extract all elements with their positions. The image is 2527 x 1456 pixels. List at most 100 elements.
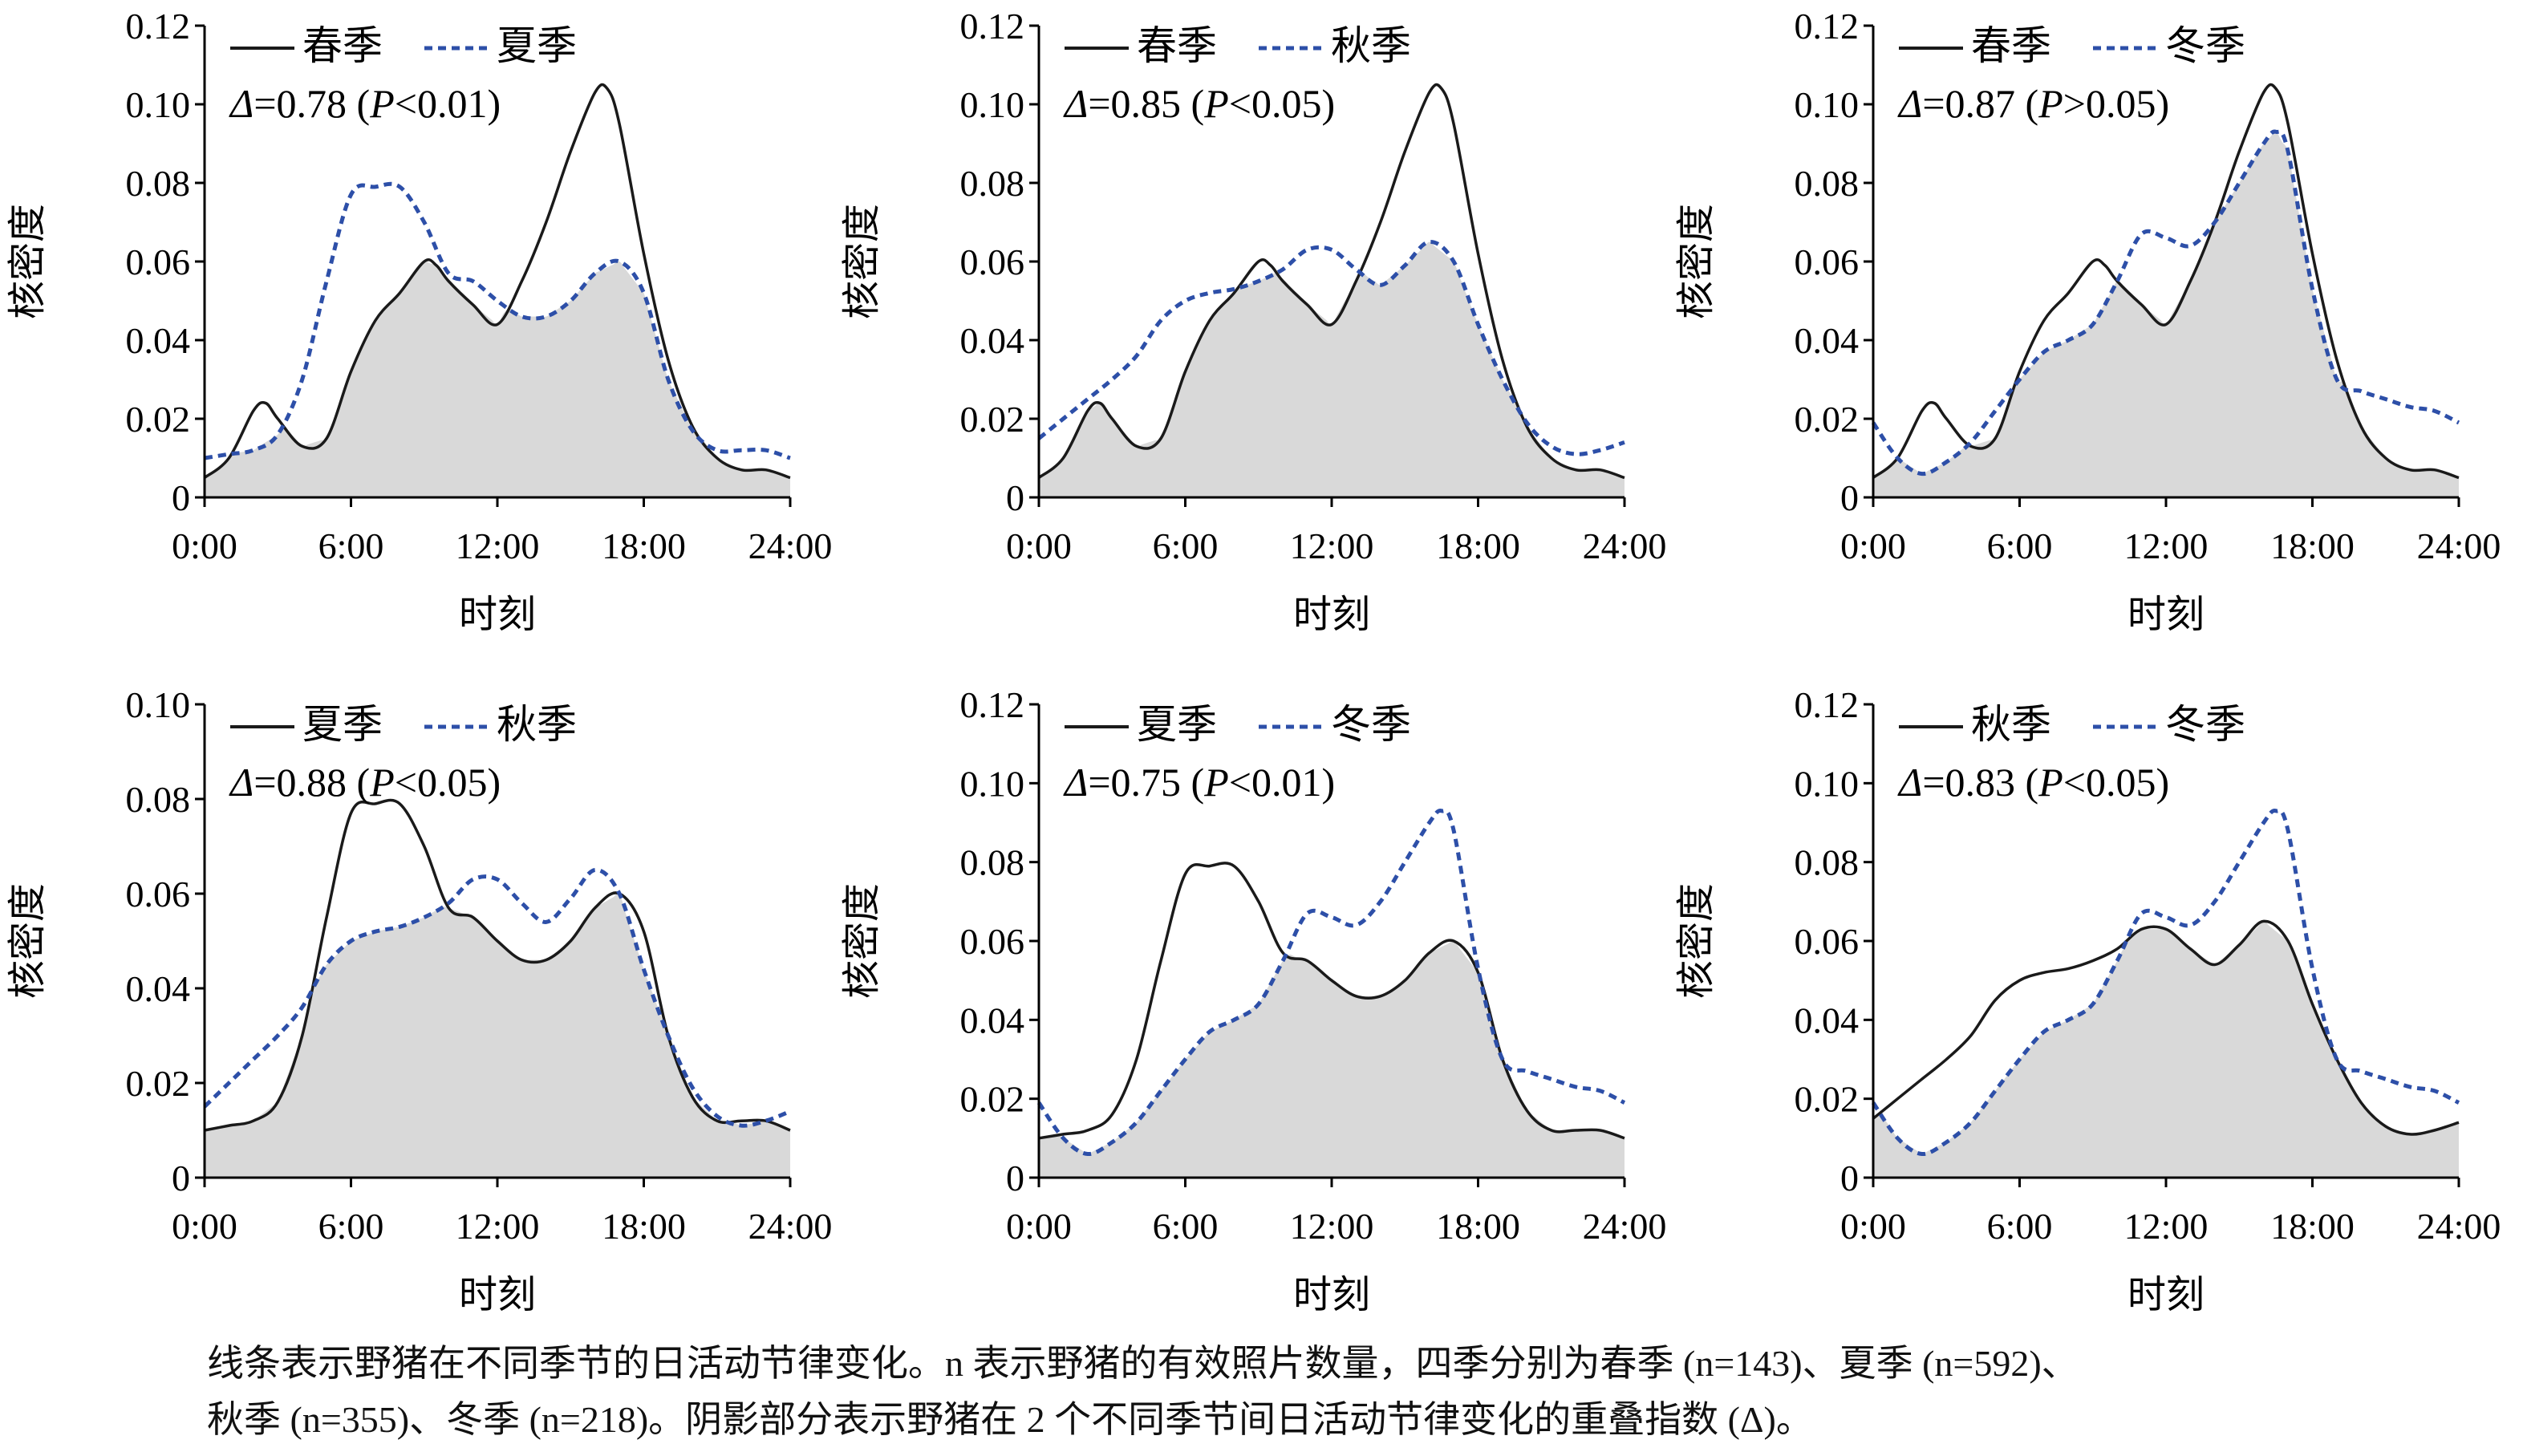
legend-label-1: 秋季	[1971, 702, 2051, 747]
x-tick-label: 12:00	[456, 1206, 540, 1247]
y-tick-label: 0.06	[126, 241, 191, 282]
y-tick-label: 0.04	[126, 968, 191, 1009]
y-axis-title: 核密度	[841, 204, 883, 319]
y-tick-label: 0.10	[960, 84, 1025, 125]
overlap-index-annotation: Δ=0.85 (P<0.05)	[1063, 81, 1335, 126]
x-tick-label: 24:00	[1583, 525, 1667, 566]
y-tick-label: 0.04	[960, 1000, 1025, 1040]
legend-label-1: 夏季	[1137, 702, 1217, 747]
chart-panel-2: 0 0.02 0.04 0.06 0.08 0.10 0.12 0:00 6:00 12:00 18…	[841, 6, 1666, 636]
y-tick-label: 0.12	[1795, 6, 1860, 47]
overlap-area	[1039, 241, 1624, 497]
y-axis-title: 核密度	[6, 204, 49, 319]
y-tick-label: 0.08	[1795, 163, 1860, 204]
chart-panel-3: 0 0.02 0.04 0.06 0.08 0.10 0.12 0:00 6:00 12:00 18…	[1675, 6, 2501, 636]
y-tick-label: 0.10	[126, 684, 191, 725]
y-tick-label: 0.02	[960, 1079, 1025, 1120]
y-axis-title: 核密度	[841, 883, 883, 999]
series-line-2	[1036, 809, 1626, 1157]
x-tick-label: 12:00	[456, 525, 540, 566]
x-tick-label: 6:00	[318, 1206, 384, 1247]
x-tick-label: 18:00	[2270, 1206, 2355, 1247]
x-tick-label: 6:00	[1153, 1206, 1219, 1247]
x-axis-title: 时刻	[1293, 594, 1370, 636]
chart-panel-5: 0 0.02 0.04 0.06 0.08 0.10 0.12 0:00 6:00 12:00 18…	[841, 684, 1666, 1316]
y-tick-label: 0.02	[126, 399, 191, 440]
x-tick-label: 6:00	[1153, 525, 1219, 566]
x-tick-label: 18:00	[1436, 525, 1520, 566]
x-tick-label: 18:00	[602, 1206, 686, 1247]
legend-label-2: 秋季	[497, 702, 577, 747]
figure-caption: 线条表示野猪在不同季节的日活动节律变化。n 表示野猪的有效照片数量，四季分别为春…	[207, 1336, 2501, 1448]
x-tick-label: 18:00	[602, 525, 686, 566]
x-tick-label: 12:00	[1290, 525, 1374, 566]
y-tick-label: 0.06	[960, 921, 1025, 962]
x-tick-label: 0:00	[1840, 525, 1906, 566]
x-tick-label: 0:00	[1840, 1206, 1906, 1247]
y-tick-label: 0.02	[126, 1063, 191, 1104]
y-tick-label: 0.04	[126, 320, 191, 361]
y-tick-label: 0.12	[1795, 684, 1860, 725]
series-line-2	[203, 867, 791, 1128]
x-tick-label: 12:00	[2124, 1206, 2209, 1247]
x-tick-label: 6:00	[318, 525, 384, 566]
legend-label-1: 夏季	[302, 702, 383, 747]
x-axis-title: 时刻	[2127, 1274, 2205, 1316]
y-tick-label: 0.08	[960, 163, 1025, 204]
x-tick-label: 24:00	[2417, 1206, 2501, 1247]
overlap-index-annotation: Δ=0.83 (P<0.05)	[1897, 760, 2169, 805]
y-tick-label: 0.08	[126, 163, 191, 204]
x-tick-label: 6:00	[1987, 525, 2053, 566]
y-tick-label: 0.06	[1795, 241, 1860, 282]
y-tick-label: 0.12	[960, 684, 1025, 725]
y-axis-title: 核密度	[1675, 883, 1718, 999]
x-tick-label: 24:00	[1583, 1206, 1667, 1247]
chart-panel-4: 0 0.02 0.04 0.06 0.08 0.10 0:00 6:00 12:00 18:00 2…	[6, 684, 832, 1316]
y-tick-label: 0.04	[1795, 1000, 1860, 1040]
y-tick-label: 0	[1006, 1158, 1024, 1198]
y-tick-label: 0.08	[1795, 842, 1860, 883]
overlap-area	[205, 893, 790, 1178]
caption-line-2: 秋季 (n=355)、冬季 (n=218)。阴影部分表示野猪在 2 个不同季节间…	[207, 1399, 1813, 1440]
y-tick-label: 0	[172, 477, 190, 518]
y-tick-label: 0.10	[1795, 763, 1860, 804]
y-tick-label: 0	[172, 1158, 190, 1198]
series-line-1	[1872, 919, 2460, 1136]
y-tick-label: 0.04	[960, 320, 1025, 361]
series-line-2	[1871, 129, 2460, 477]
x-axis-title: 时刻	[2127, 594, 2205, 636]
y-axis-title: 核密度	[1675, 204, 1718, 319]
x-tick-label: 0:00	[1006, 1206, 1072, 1247]
legend-label-1: 春季	[1971, 23, 2051, 68]
overlap-area	[1873, 921, 2459, 1178]
series-line-1	[1038, 862, 1625, 1140]
y-tick-label: 0.12	[126, 6, 191, 47]
chart-panel-6: 0 0.02 0.04 0.06 0.08 0.10 0.12 0:00 6:00 12:00 18…	[1675, 684, 2501, 1316]
y-tick-label: 0.04	[1795, 320, 1860, 361]
x-tick-label: 18:00	[1436, 1206, 1520, 1247]
legend-label-2: 冬季	[2165, 702, 2245, 747]
y-tick-label: 0.06	[1795, 921, 1860, 962]
legend-label-1: 春季	[302, 23, 383, 68]
series-line-2	[1871, 809, 2460, 1157]
y-axis-title: 核密度	[6, 883, 49, 999]
y-tick-label: 0.02	[1795, 1079, 1860, 1120]
x-tick-label: 12:00	[2124, 525, 2209, 566]
y-tick-label: 0	[1840, 477, 1859, 518]
y-tick-label: 0.10	[126, 84, 191, 125]
y-tick-label: 0.08	[960, 842, 1025, 883]
overlap-index-annotation: Δ=0.75 (P<0.01)	[1063, 760, 1335, 805]
y-tick-label: 0.02	[1795, 399, 1860, 440]
caption-line-1: 线条表示野猪在不同季节的日活动节律变化。n 表示野猪的有效照片数量，四季分别为春…	[207, 1343, 2079, 1384]
series-line-2	[1037, 239, 1625, 456]
overlap-area	[205, 261, 790, 497]
x-tick-label: 18:00	[2270, 525, 2355, 566]
overlap-area	[1039, 940, 1624, 1178]
y-tick-label: 0.08	[126, 779, 191, 820]
y-tick-label: 0	[1006, 477, 1024, 518]
x-tick-label: 24:00	[2417, 525, 2501, 566]
y-tick-label: 0.06	[960, 241, 1025, 282]
y-tick-label: 0.06	[126, 874, 191, 915]
x-axis-title: 时刻	[459, 1274, 536, 1316]
